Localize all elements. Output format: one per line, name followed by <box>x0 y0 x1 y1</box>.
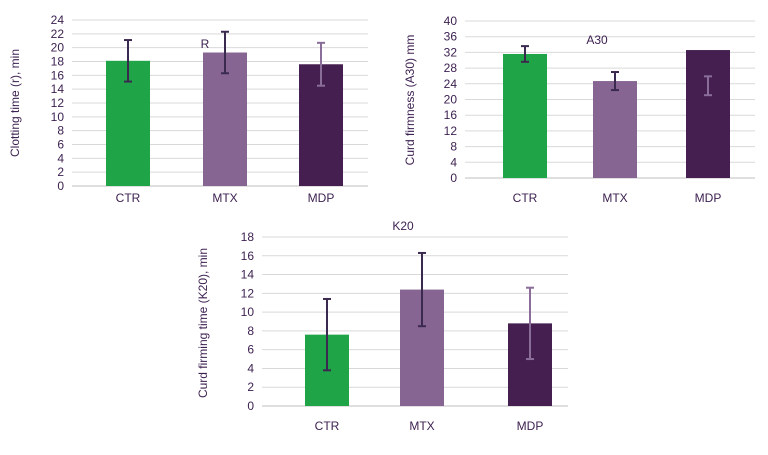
y-tick-label: 40 <box>444 14 458 28</box>
y-tick-label: 22 <box>51 27 65 41</box>
chart-title: R <box>201 37 210 51</box>
x-category-label: MDP <box>517 419 544 433</box>
y-tick-label: 0 <box>247 399 254 413</box>
y-tick-label: 10 <box>51 110 65 124</box>
error-bar <box>526 286 534 361</box>
y-tick-label: 6 <box>247 343 254 357</box>
bar-mtx <box>203 52 247 187</box>
y-tick-label: 32 <box>444 45 458 59</box>
y-tick-label: 18 <box>51 55 65 69</box>
error-bar <box>521 45 529 63</box>
y-tick-label: 0 <box>450 171 457 185</box>
bar-mtx <box>593 81 637 178</box>
error-bar <box>124 39 132 83</box>
chart-title: A30 <box>586 33 608 47</box>
x-category-label: MTX <box>409 419 434 433</box>
y-tick-label: 2 <box>57 165 64 179</box>
y-tick-label: 4 <box>450 155 457 169</box>
y-tick-label: 4 <box>247 361 254 375</box>
y-tick-label: 0 <box>57 179 64 193</box>
y-tick-label: 14 <box>241 268 255 282</box>
x-category-label: CTR <box>315 419 340 433</box>
y-tick-label: 8 <box>247 324 254 338</box>
chart-curd-firming-time: 0 2 4 6 8 10 12 14 16 18 CTR MTX MDP K20 Curd firming … <box>196 219 568 433</box>
error-bar <box>704 75 712 97</box>
y-tick-label: 18 <box>241 230 255 244</box>
error-bar <box>611 71 619 92</box>
x-category-label: MDP <box>308 191 335 205</box>
y-tick-label: 12 <box>51 96 65 110</box>
x-category-label: CTR <box>513 191 538 205</box>
x-category-label: CTR <box>116 191 141 205</box>
y-tick-label: 12 <box>241 286 255 300</box>
x-category-label: MTX <box>212 191 237 205</box>
y-tick-label: 36 <box>444 30 458 44</box>
error-bar <box>418 251 426 328</box>
y-tick-label: 2 <box>247 380 254 394</box>
y-tick-label: 6 <box>57 138 64 152</box>
y-tick-label: 8 <box>450 140 457 154</box>
error-bar <box>221 30 229 75</box>
error-bar <box>317 41 325 87</box>
bar-mdp <box>686 50 730 178</box>
error-bar <box>323 297 331 372</box>
bar-ctr <box>503 53 547 178</box>
chart-title: K20 <box>392 219 414 233</box>
y-tick-label: 4 <box>57 151 64 165</box>
y-tick-label: 20 <box>51 41 65 55</box>
y-tick-label: 12 <box>444 124 458 138</box>
y-tick-label: 28 <box>444 61 458 75</box>
y-tick-label: 16 <box>51 68 65 82</box>
y-axis-label: Curd firmness (A30) mm <box>403 35 417 166</box>
y-tick-label: 14 <box>51 82 65 96</box>
y-tick-label: 10 <box>241 305 255 319</box>
y-axis-label: Curd firming time (K20), min <box>196 248 210 398</box>
y-tick-label: 16 <box>241 249 255 263</box>
x-category-label: MDP <box>695 191 722 205</box>
y-tick-label: 8 <box>57 124 64 138</box>
y-axis-label: Clotting time (r), min <box>8 49 22 157</box>
y-tick-label: 20 <box>444 93 458 107</box>
y-tick-label: 24 <box>444 77 458 91</box>
x-category-label: MTX <box>602 191 627 205</box>
y-tick-label: 16 <box>444 108 458 122</box>
y-tick-label: 24 <box>51 13 65 27</box>
